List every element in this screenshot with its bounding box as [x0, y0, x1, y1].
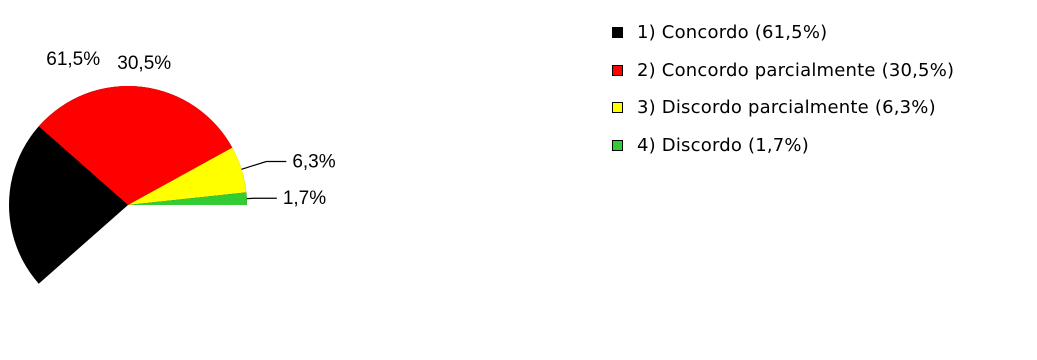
slice-data-label: 6,3% [292, 152, 335, 173]
label-leader-line [241, 160, 287, 170]
slice-data-label: 61,5% [46, 49, 100, 70]
legend-swatch [612, 102, 623, 114]
legend-label: 3) Discordo parcialmente (6,3%) [637, 97, 936, 119]
legend-swatch [612, 139, 623, 151]
pie-slice [128, 192, 247, 205]
legend-item: 3) Discordo parcialmente (6,3%) [612, 89, 954, 127]
legend-item: 1) Concordo (61,5%) [612, 14, 954, 52]
legend-item: 4) Discordo (1,7%) [612, 127, 954, 165]
legend-label: 2) Concordo parcialmente (30,5%) [637, 59, 955, 81]
legend-swatch [612, 64, 623, 76]
chart-legend: 1) Concordo (61,5%) 2) Concordo parcialme… [612, 14, 954, 164]
pie-slice [38, 85, 233, 205]
legend-label: 4) Discordo (1,7%) [637, 134, 809, 156]
pie-chart: 61,5% 30,5% 6,3% 1,7% [9, 49, 336, 284]
legend-item: 2) Concordo parcialmente (30,5%) [612, 52, 954, 90]
legend-swatch [612, 27, 623, 39]
legend-label: 1) Concordo (61,5%) [637, 22, 828, 44]
slice-data-label: 30,5% [117, 53, 171, 74]
slice-data-label: 1,7% [283, 188, 326, 209]
pie-slice [128, 147, 247, 205]
